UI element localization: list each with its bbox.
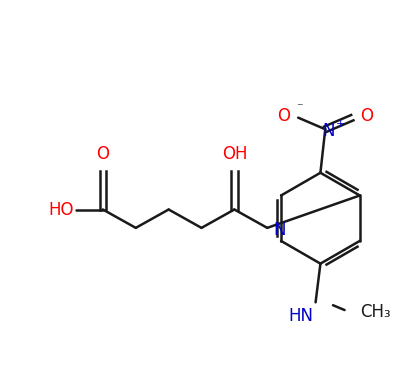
Text: N: N — [323, 122, 335, 140]
Text: O: O — [96, 145, 109, 163]
Text: N: N — [273, 221, 286, 239]
Text: ⁻: ⁻ — [296, 101, 303, 115]
Text: O: O — [278, 107, 290, 125]
Text: HO: HO — [48, 200, 74, 218]
Text: HN: HN — [289, 307, 314, 325]
Text: +: + — [336, 119, 345, 129]
Text: OH: OH — [222, 145, 247, 163]
Text: O: O — [360, 107, 373, 125]
Text: CH₃: CH₃ — [360, 303, 391, 321]
